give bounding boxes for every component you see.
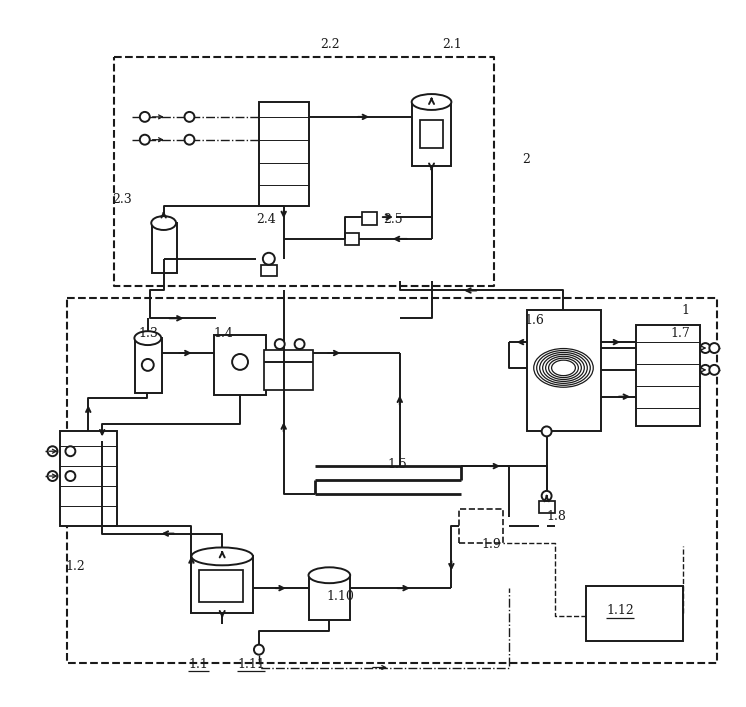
Bar (412, 102, 451, 166)
Text: 1.8: 1.8 (547, 510, 566, 523)
Circle shape (184, 135, 195, 145)
Text: 1.5: 1.5 (388, 457, 407, 471)
Text: 1.9: 1.9 (481, 538, 501, 551)
Bar (460, 509, 503, 542)
Circle shape (263, 253, 275, 264)
Circle shape (542, 426, 551, 436)
Circle shape (275, 339, 285, 349)
Bar (214, 335, 266, 395)
Bar (362, 212, 377, 225)
Bar (261, 264, 277, 276)
Circle shape (254, 645, 264, 655)
Circle shape (142, 359, 154, 371)
Bar (309, 575, 350, 620)
Bar (345, 233, 359, 245)
Circle shape (542, 491, 551, 501)
Circle shape (48, 446, 57, 456)
Ellipse shape (192, 547, 253, 566)
Text: 2.3: 2.3 (112, 193, 132, 206)
Circle shape (140, 135, 150, 145)
Bar (264, 350, 313, 390)
Text: 2.5: 2.5 (383, 213, 403, 226)
Text: 1: 1 (682, 304, 689, 317)
Ellipse shape (412, 94, 451, 110)
Circle shape (709, 343, 719, 353)
Bar (636, 325, 700, 426)
Circle shape (48, 471, 57, 481)
Text: 1.7: 1.7 (671, 327, 691, 339)
Bar (151, 223, 177, 273)
Text: 2.4: 2.4 (256, 213, 276, 226)
Text: 2: 2 (522, 153, 530, 166)
Circle shape (709, 365, 719, 375)
Bar (259, 102, 309, 206)
Text: 1.1: 1.1 (189, 658, 208, 671)
Bar (420, 120, 443, 148)
Ellipse shape (134, 331, 161, 345)
Bar (60, 431, 117, 525)
Bar (466, 517, 493, 537)
Circle shape (66, 446, 75, 456)
Circle shape (700, 365, 710, 375)
Text: 2.1: 2.1 (442, 38, 463, 51)
Text: 1.2: 1.2 (66, 560, 85, 573)
Circle shape (184, 112, 195, 122)
Text: 1.3: 1.3 (139, 327, 159, 339)
Text: 2.2: 2.2 (321, 38, 340, 51)
Text: 1.4: 1.4 (213, 327, 233, 339)
Circle shape (140, 112, 150, 122)
Bar (192, 556, 253, 613)
Text: 1.11: 1.11 (237, 658, 265, 671)
Circle shape (295, 339, 304, 349)
Bar (135, 338, 162, 392)
Circle shape (700, 343, 710, 353)
Bar (586, 586, 683, 641)
Bar (199, 571, 243, 602)
Bar (527, 310, 601, 431)
Bar (539, 501, 554, 513)
Text: 1.12: 1.12 (606, 604, 634, 617)
Text: 1.10: 1.10 (326, 590, 354, 602)
Ellipse shape (309, 567, 350, 583)
Ellipse shape (151, 216, 176, 230)
Circle shape (232, 354, 248, 370)
Circle shape (66, 471, 75, 481)
Text: 1.6: 1.6 (524, 314, 545, 327)
